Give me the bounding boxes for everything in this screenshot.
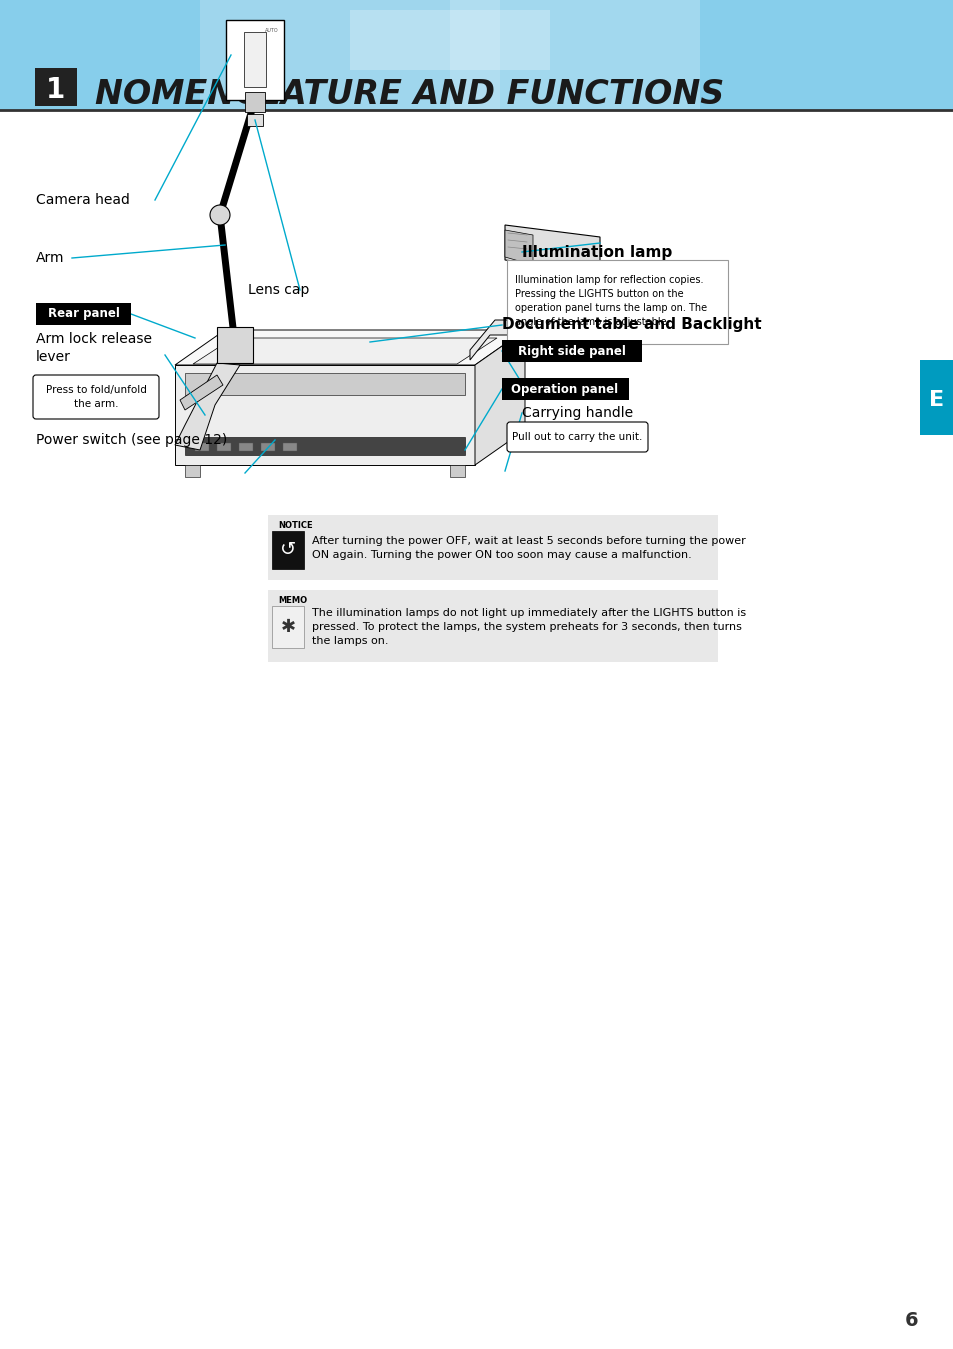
Text: Press to fold/unfold
the arm.: Press to fold/unfold the arm. [46,384,146,409]
Text: 6: 6 [904,1310,918,1330]
Bar [0,0,953,111]
Polygon shape [193,339,497,364]
Bar [247,115,263,125]
Text: The illumination lamps do not light up immediately after the LIGHTS button is
pr: The illumination lamps do not light up i… [312,607,745,646]
Polygon shape [174,366,475,465]
Text: ✱: ✱ [280,618,295,635]
Text: AUTO: AUTO [265,28,278,32]
Bar [268,590,718,662]
Polygon shape [504,229,533,264]
Text: MEMO: MEMO [277,596,307,604]
Text: After turning the power OFF, wait at least 5 seconds before turning the power
ON: After turning the power OFF, wait at lea… [312,536,745,560]
FancyBboxPatch shape [506,422,647,452]
Text: 1: 1 [47,76,66,104]
Text: Lens cap: Lens cap [248,283,309,297]
Text: Right side panel: Right side panel [517,344,625,357]
Text: Arm lock release
lever: Arm lock release lever [36,332,152,364]
Bar [450,465,464,478]
Polygon shape [504,225,599,272]
Text: Operation panel: Operation panel [511,383,618,395]
Bar [239,442,253,451]
Polygon shape [174,363,240,451]
Bar [272,606,304,648]
Bar [283,442,296,451]
Bar [200,0,499,111]
Text: Illumination lamp: Illumination lamp [521,244,672,259]
Text: Rear panel: Rear panel [48,308,120,321]
Bar [216,326,253,363]
Polygon shape [475,331,524,465]
Text: E: E [928,390,943,410]
Polygon shape [470,275,550,360]
Bar [36,304,131,325]
Bar [919,360,953,434]
Bar [244,32,266,86]
Text: Power switch (see page 12): Power switch (see page 12) [36,433,227,447]
FancyBboxPatch shape [33,375,159,420]
Text: Camera head: Camera head [36,193,130,206]
Text: Illumination lamp for reflection copies.
Pressing the LIGHTS button on the
opera: Illumination lamp for reflection copies.… [515,275,706,326]
Bar [226,20,284,100]
Text: NOTICE: NOTICE [277,521,313,530]
Bar [450,0,700,111]
Bar [216,442,231,451]
Polygon shape [174,331,524,366]
Bar [261,442,274,451]
Bar [350,9,550,70]
Polygon shape [180,375,223,410]
Bar [268,515,718,580]
Text: Document table and Backlight: Document table and Backlight [501,317,760,332]
Text: NOMENCLATURE AND FUNCTIONS: NOMENCLATURE AND FUNCTIONS [95,78,723,112]
Bar [272,532,304,569]
Bar [35,67,77,107]
Text: ↺: ↺ [279,541,295,560]
Bar [185,437,464,455]
Bar [194,442,209,451]
FancyBboxPatch shape [506,260,727,344]
Bar [501,340,641,362]
Text: Pull out to carry the unit.: Pull out to carry the unit. [511,432,641,442]
Circle shape [210,205,230,225]
Text: Carrying handle: Carrying handle [521,406,633,420]
Bar [185,465,200,478]
Bar [501,378,628,401]
Bar [185,374,464,395]
Text: Arm: Arm [36,251,65,264]
Bar [245,92,265,112]
